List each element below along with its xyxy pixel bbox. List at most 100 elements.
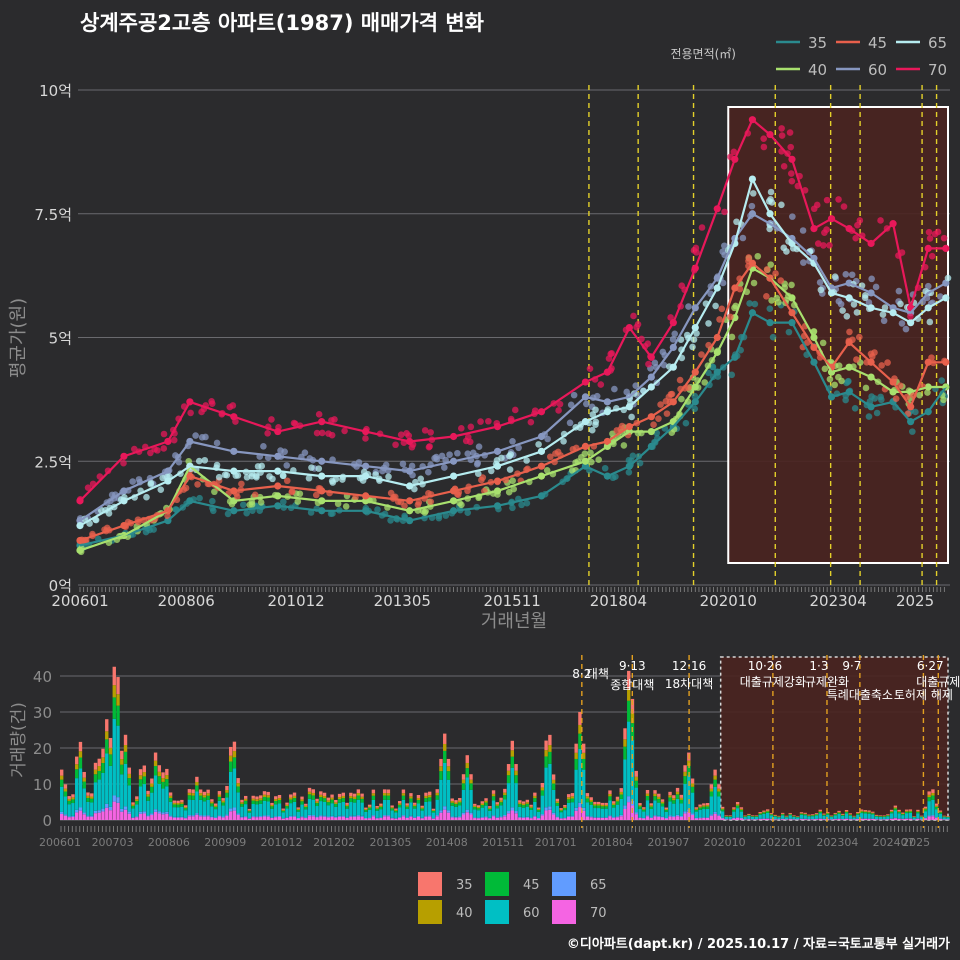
highlight-box bbox=[727, 106, 950, 564]
volume-legend-label: 45 bbox=[523, 878, 540, 893]
volume-segment bbox=[296, 811, 300, 818]
volume-legend-item-65: 65 bbox=[552, 872, 607, 896]
volume-segment bbox=[146, 794, 150, 797]
data-point bbox=[611, 385, 618, 393]
volume-segment bbox=[551, 789, 556, 813]
volume-bar bbox=[717, 784, 721, 820]
volume-segment bbox=[578, 802, 582, 808]
volume-segment bbox=[244, 795, 248, 799]
volume-segment bbox=[645, 815, 650, 817]
data-point bbox=[105, 510, 113, 517]
volume-bar bbox=[657, 793, 661, 820]
volume-segment bbox=[416, 803, 421, 816]
volume-segment bbox=[183, 808, 188, 811]
data-point bbox=[853, 309, 861, 316]
volume-segment bbox=[172, 817, 177, 820]
volume-segment bbox=[649, 817, 653, 818]
volume-x-tick-label: 201408 bbox=[426, 836, 468, 849]
volume-segment bbox=[161, 778, 165, 782]
volume-segment bbox=[698, 807, 702, 810]
volume-segment bbox=[675, 798, 680, 815]
volume-segment bbox=[244, 798, 248, 801]
volume-segment bbox=[679, 803, 683, 816]
volume-segment bbox=[270, 808, 274, 818]
volume-segment bbox=[225, 785, 229, 791]
data-point bbox=[676, 376, 684, 384]
volume-bar bbox=[514, 764, 518, 820]
data-point bbox=[560, 437, 567, 445]
volume-segment bbox=[367, 809, 372, 818]
data-point bbox=[689, 343, 696, 351]
volume-segment bbox=[285, 804, 289, 807]
volume-bar bbox=[206, 789, 210, 820]
data-point bbox=[435, 514, 443, 522]
volume-bar bbox=[781, 812, 785, 820]
volume-segment bbox=[135, 816, 139, 818]
data-point bbox=[421, 427, 429, 434]
volume-segment bbox=[221, 800, 225, 803]
volume-segment bbox=[431, 810, 436, 813]
volume-segment bbox=[574, 743, 578, 753]
volume-segment bbox=[713, 769, 717, 776]
volume-segment bbox=[574, 758, 578, 770]
volume-x-tick-label: 201907 bbox=[647, 836, 689, 849]
volume-segment bbox=[645, 795, 650, 801]
volume-segment bbox=[390, 805, 394, 808]
data-point bbox=[221, 471, 229, 479]
data-point bbox=[328, 431, 336, 439]
volume-segment bbox=[187, 795, 192, 800]
volume-segment bbox=[210, 806, 214, 817]
data-point bbox=[665, 393, 673, 401]
volume-segment bbox=[619, 794, 623, 799]
data-point bbox=[474, 470, 482, 478]
data-point bbox=[315, 465, 323, 472]
volume-segment bbox=[86, 816, 90, 820]
volume-segment bbox=[127, 785, 131, 812]
volume-segment bbox=[841, 819, 845, 820]
volume-segment bbox=[600, 808, 605, 818]
volume-segment bbox=[724, 819, 729, 820]
data-point bbox=[170, 436, 178, 444]
x-tick-label: 201012 bbox=[267, 592, 324, 610]
volume-segment bbox=[311, 815, 315, 817]
volume-segment bbox=[709, 784, 714, 789]
volume-segment bbox=[874, 814, 879, 816]
data-point bbox=[535, 441, 542, 448]
volume-segment bbox=[792, 815, 796, 816]
legend-label: 35 bbox=[808, 34, 827, 52]
data-point bbox=[362, 435, 369, 442]
volume-bar bbox=[619, 788, 623, 820]
volume-segment bbox=[296, 809, 300, 812]
volume-segment bbox=[709, 788, 714, 792]
data-point bbox=[552, 450, 559, 457]
volume-segment bbox=[893, 808, 898, 811]
volume-segment bbox=[841, 815, 845, 816]
volume-segment bbox=[352, 802, 357, 816]
volume-segment bbox=[281, 818, 285, 820]
volume-bar bbox=[112, 666, 116, 820]
volume-x-tick-label: 201701 bbox=[535, 836, 577, 849]
data-point bbox=[195, 457, 203, 465]
data-point bbox=[597, 381, 605, 388]
volume-segment bbox=[503, 788, 507, 793]
volume-segment bbox=[367, 817, 372, 819]
volume-segment bbox=[627, 670, 631, 689]
volume-segment bbox=[240, 816, 244, 818]
data-point bbox=[515, 444, 522, 452]
x-axis: 200601 200806 201012 201305 201511 201804 2020… bbox=[51, 587, 945, 610]
volume-segment bbox=[739, 807, 744, 809]
volume-segment bbox=[773, 819, 777, 820]
volume-segment bbox=[360, 796, 364, 799]
volume-segment bbox=[623, 746, 627, 760]
volume-segment bbox=[762, 813, 766, 819]
volume-segment bbox=[345, 806, 349, 809]
volume-segment bbox=[213, 806, 218, 810]
volume-segment bbox=[67, 798, 71, 801]
volume-segment bbox=[765, 812, 770, 819]
volume-segment bbox=[735, 802, 740, 805]
data-point bbox=[944, 274, 952, 282]
volume-y-tick-label: 30 bbox=[33, 704, 52, 722]
volume-segment bbox=[818, 809, 822, 811]
volume-segment bbox=[544, 810, 548, 820]
